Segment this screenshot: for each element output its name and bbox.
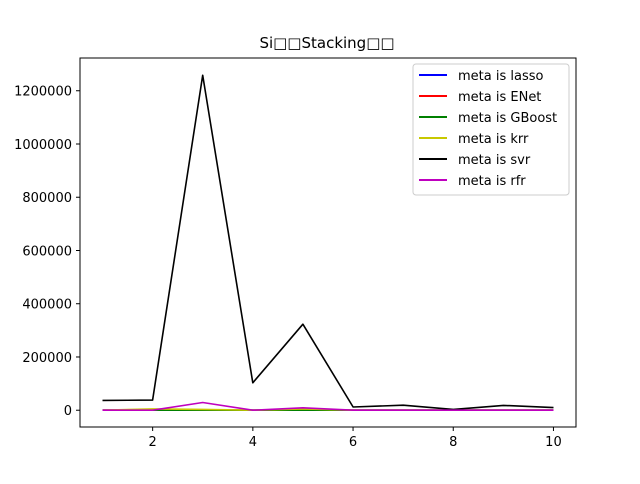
x-tick-label: 8 [449, 435, 457, 450]
legend-label-0: meta is lasso [458, 69, 543, 84]
x-tick-label: 4 [249, 435, 257, 450]
y-tick-label: 400000 [22, 298, 72, 313]
plot-frame [79, 57, 577, 428]
series-line-4 [102, 74, 554, 411]
y-tick-label: 800000 [22, 191, 72, 206]
y-tick-label: 1200000 [14, 85, 72, 100]
chart-title: Si□□Stacking□□ [259, 34, 394, 52]
x-tick-label: 10 [545, 435, 562, 450]
legend-box [412, 63, 570, 196]
legend-label-4: meta is svr [458, 153, 531, 168]
series-line-5 [102, 401, 554, 412]
legend-label-1: meta is ENet [458, 90, 541, 105]
legend: meta is lasso meta is ENet meta is GBoost m… [412, 63, 570, 196]
x-axis: 2 4 6 8 10 [149, 427, 562, 450]
series-layer [102, 74, 554, 412]
legend-label-5: meta is rfr [458, 174, 526, 189]
y-tick-label: 600000 [22, 244, 72, 259]
y-tick-label: 0 [64, 404, 72, 419]
legend-label-2: meta is GBoost [458, 111, 557, 126]
x-tick-label: 2 [149, 435, 157, 450]
x-tick-label: 6 [349, 435, 357, 450]
y-axis: 0 200000 400000 600000 800000 1000000 1200000 [14, 85, 80, 419]
y-tick-label: 200000 [22, 351, 72, 366]
legend-label-3: meta is krr [458, 132, 529, 147]
y-tick-label: 1000000 [14, 138, 72, 153]
